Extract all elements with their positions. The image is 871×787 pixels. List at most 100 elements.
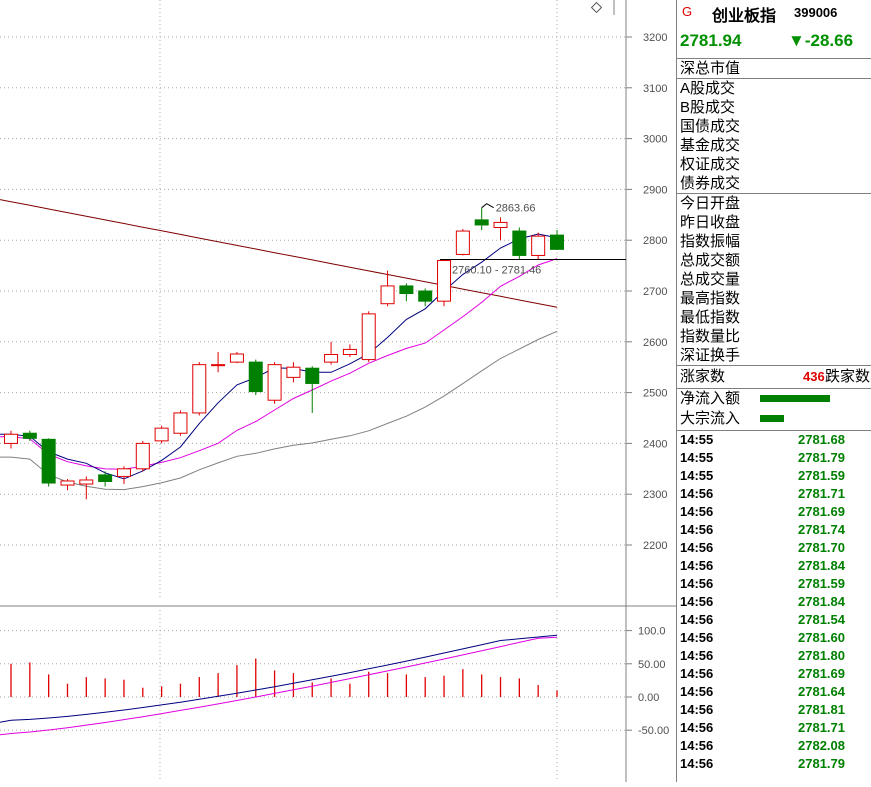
- tick-row: 14:56 2781.71: [677, 485, 871, 503]
- stat-label: A股成交: [680, 80, 736, 97]
- tick-time: 14:56: [680, 486, 714, 501]
- tick-row: 14:56 2781.60: [677, 629, 871, 647]
- tick-price: 2781.69: [798, 504, 845, 519]
- index-name: 创业板指: [712, 8, 777, 25]
- tick-list[interactable]: 14:55 2781.68 14:55 2781.79 14:55 2781.59 14:5…: [677, 430, 871, 773]
- stat-label: 总成交额: [680, 252, 741, 269]
- stat-label: 债券成交: [680, 175, 741, 192]
- kline-svg: 2200 2300 2400 2500 2600 2700 2800 2900 3000 3100…: [0, 0, 676, 782]
- tick-price: 2781.74: [798, 522, 845, 537]
- candle-body: [41, 438, 56, 484]
- tick-time: 14:55: [680, 432, 714, 447]
- block-inflow-label: 大宗流入: [680, 410, 741, 427]
- tick-row: 14:55 2781.68: [677, 431, 871, 449]
- tick-price: 2781.64: [798, 684, 845, 699]
- tick-price: 2781.60: [798, 630, 845, 645]
- tick-row: 14:56 2781.71: [677, 719, 871, 737]
- tick-row: 14:56 2781.74: [677, 521, 871, 539]
- ma20-line: [0, 330, 558, 491]
- tick-time: 14:55: [680, 450, 714, 465]
- tick-time: 14:56: [680, 522, 714, 537]
- tick-price: 2781.81: [798, 702, 845, 717]
- high-marker: [481, 203, 494, 209]
- candle-body: [79, 479, 94, 485]
- price-tick-label: 3000: [643, 134, 667, 146]
- candle-body: [286, 366, 301, 378]
- price-tick-label: 3100: [643, 83, 667, 95]
- tick-row: 14:56 2781.69: [677, 665, 871, 683]
- tick-price: 2781.71: [798, 720, 845, 735]
- ma10-line: [0, 258, 558, 470]
- current-price: 2781.94: [680, 31, 742, 50]
- candle-body: [211, 364, 226, 367]
- indicator-line-slow: [0, 636, 558, 736]
- price-tick-label: 2700: [643, 286, 667, 298]
- indicator-line-fast: [0, 634, 558, 723]
- tick-row: 14:56 2781.54: [677, 611, 871, 629]
- tick-price: 2781.71: [798, 486, 845, 501]
- stat-label: 基金成交: [680, 137, 741, 154]
- block-inflow-row: 大宗流入: [677, 409, 871, 430]
- tick-price: 2781.54: [798, 612, 845, 627]
- tick-time: 14:56: [680, 540, 714, 555]
- candle-body: [380, 285, 395, 305]
- indicator-tick-label: -50.00: [638, 725, 669, 737]
- tick-price: 2781.68: [798, 432, 845, 447]
- candle-body: [22, 432, 37, 439]
- price-tick-label: 2900: [643, 184, 667, 196]
- candle-body: [550, 234, 564, 250]
- stat-label: 今日开盘: [680, 195, 741, 212]
- index-code: 399006: [794, 5, 838, 20]
- up-label: 涨家数: [680, 368, 726, 385]
- candle-body: [455, 230, 470, 255]
- turnover-section: A股成交 B股成交 国债成交 基金成交 权证成交 债券成交: [677, 79, 871, 194]
- candle-body: [154, 427, 169, 442]
- candle-body: [248, 361, 263, 393]
- price-tick-label: 2400: [643, 438, 667, 450]
- candle-body: [324, 354, 339, 363]
- tick-time: 14:56: [680, 504, 714, 519]
- tick-row: 14:55 2781.79: [677, 449, 871, 467]
- price-tick-label: 3200: [643, 32, 667, 44]
- tick-price: 2781.84: [798, 558, 845, 573]
- tick-row: 14:56 2781.59: [677, 575, 871, 593]
- stat-label: 总成交量: [680, 271, 741, 288]
- tick-time: 14:56: [680, 720, 714, 735]
- tick-price: 2781.79: [798, 756, 845, 771]
- tick-time: 14:55: [680, 468, 714, 483]
- block-inflow-bar: [760, 415, 784, 422]
- tick-time: 14:56: [680, 702, 714, 717]
- g-marker: G: [682, 4, 693, 19]
- candle-body: [135, 442, 150, 470]
- candle-body: [361, 313, 376, 361]
- net-inflow-row: 净流入额: [677, 389, 871, 409]
- ma-long-line: [0, 199, 558, 308]
- index-stats-section: 今日开盘 昨日收盘 指数振幅 总成交额 总成交量 最高指数 最低指数 指数量比 深证换手: [677, 194, 871, 366]
- tick-row: 14:56 2781.70: [677, 539, 871, 557]
- tick-price: 2781.69: [798, 666, 845, 681]
- quote-panel: G 创业板指 399006 2781.94 ▼-28.66 深总市值 A股成交 B…: [676, 0, 871, 782]
- candle-body: [399, 285, 414, 295]
- quote-header: G 创业板指 399006 2781.94 ▼-28.66: [677, 0, 871, 59]
- candle-body: [305, 367, 320, 384]
- indicator-tick-label: 0.00: [638, 692, 659, 704]
- tick-price: 2781.59: [798, 468, 845, 483]
- tick-row: 14:56 2781.64: [677, 683, 871, 701]
- tick-time: 14:56: [680, 630, 714, 645]
- kline-chart[interactable]: 2200 2300 2400 2500 2600 2700 2800 2900 3000 3100…: [0, 0, 676, 782]
- indicator-tick-label: 50.00: [638, 659, 666, 671]
- advance-decline: 涨家数 436 跌家数: [677, 366, 871, 389]
- market-value-section: 深总市值: [677, 59, 871, 79]
- price-tick-label: 2200: [643, 540, 667, 552]
- tick-time: 14:56: [680, 594, 714, 609]
- tick-time: 14:56: [680, 558, 714, 573]
- candle-body: [493, 221, 508, 228]
- tick-price: 2782.08: [798, 738, 845, 753]
- stat-label: B股成交: [680, 99, 736, 116]
- stat-label: 最低指数: [680, 309, 741, 326]
- tick-time: 14:56: [680, 684, 714, 699]
- tick-row: 14:56 2781.84: [677, 593, 871, 611]
- tick-price: 2781.80: [798, 648, 845, 663]
- stat-label: 权证成交: [680, 156, 741, 173]
- stat-label: 深证换手: [680, 347, 741, 364]
